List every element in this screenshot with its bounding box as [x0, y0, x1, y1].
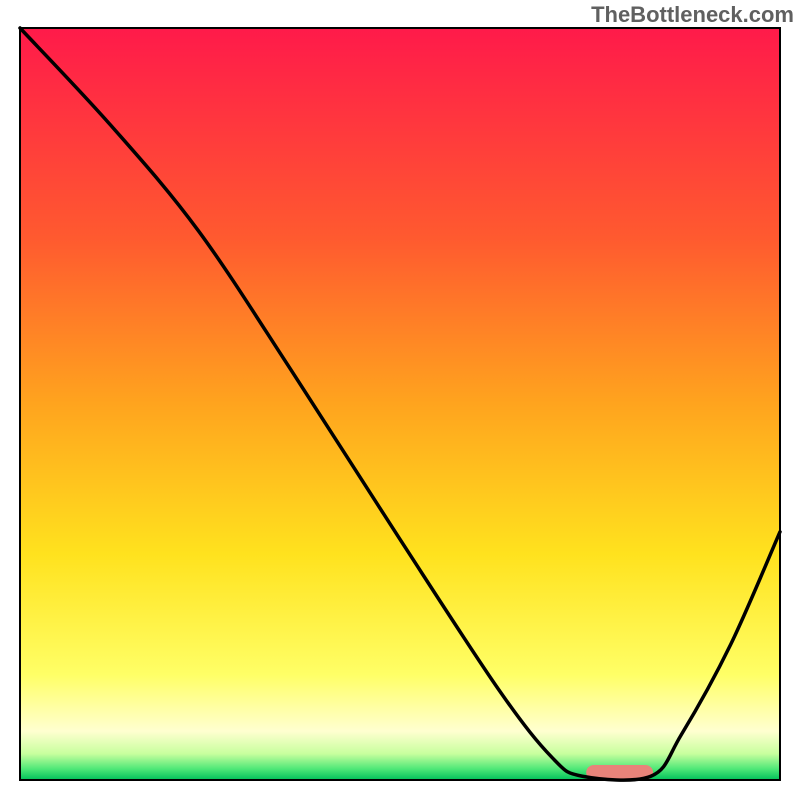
attribution-text: TheBottleneck.com — [591, 2, 794, 28]
chart-container: TheBottleneck.com — [0, 0, 800, 800]
plot-background — [20, 28, 780, 780]
bottleneck-chart — [0, 0, 800, 800]
